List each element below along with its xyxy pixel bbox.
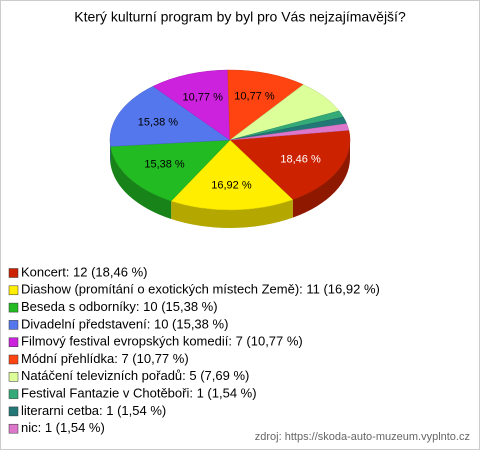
legend-swatch (8, 423, 19, 434)
legend-label: nic: 1 (1,54 %) (21, 420, 105, 435)
chart-title: Který kulturní program by byl pro Vás ne… (74, 9, 406, 25)
legend-label: Natáčení televizních pořadů: 5 (7,69 %) (21, 368, 249, 383)
data-label: 10,77 % (183, 91, 224, 103)
slice (229, 123, 350, 141)
legend-label: Filmový festival evropských komedií: 7 (… (21, 334, 303, 349)
data-label: 15,38 % (144, 159, 185, 171)
legend-swatch (8, 354, 19, 365)
slice (110, 139, 231, 202)
slice (109, 85, 231, 147)
legend-label: literarni cetba: 1 (1,54 %) (21, 403, 166, 418)
data-label: 10,77 % (234, 91, 275, 103)
slice (152, 69, 231, 141)
legend-label: Diashow (promítání o exotických místech … (21, 282, 380, 297)
legend-label: Festival Fantazie v Chotěboři: 1 (1,54 %… (21, 386, 257, 401)
slice (229, 129, 351, 200)
data-label: 16,92 % (211, 179, 252, 191)
legend-swatch (8, 372, 19, 382)
legend-label: Divadelní představení: 10 (15,38 %) (21, 316, 228, 331)
legend-swatch (8, 268, 19, 278)
legend-swatch (8, 320, 19, 330)
slice-side (110, 146, 172, 219)
slice-side (171, 199, 293, 228)
legend-label: Koncert: 12 (18,46 %) (21, 264, 147, 279)
legend-swatch (8, 406, 19, 417)
data-label: 15,38 % (138, 117, 179, 129)
legend-swatch (8, 337, 19, 347)
slice (227, 69, 304, 141)
slice-side (292, 140, 350, 218)
legend-label: Beseda s odborníky: 10 (15,38 %) (21, 299, 218, 314)
legend-swatch (8, 389, 19, 399)
legend-swatch (8, 285, 19, 296)
data-label: 18,46 % (280, 153, 321, 165)
slice (170, 139, 294, 211)
source-note: zdroj: https://skoda-auto-muzeum.vyplnto… (255, 431, 470, 443)
legend-swatch (8, 302, 19, 313)
legend-label: Módní přehlídka: 7 (10,77 %) (21, 351, 189, 366)
